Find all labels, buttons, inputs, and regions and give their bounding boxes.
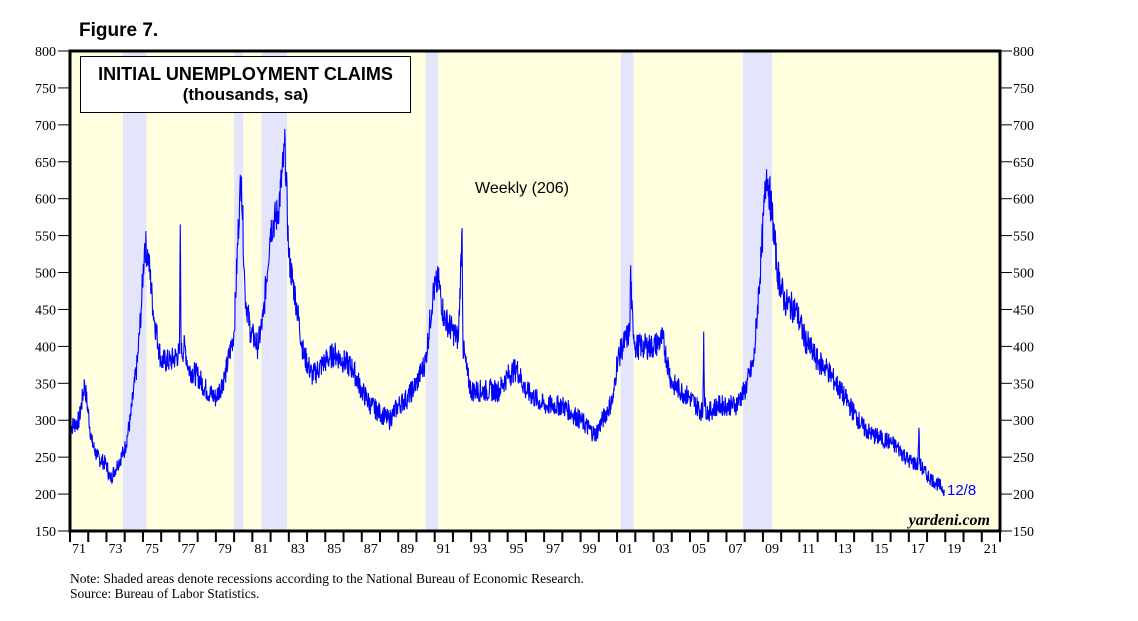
y-tick-label-left: 750 xyxy=(35,82,56,97)
y-tick-label-right: 500 xyxy=(1013,267,1034,282)
plot-frame xyxy=(68,49,1002,533)
y-tick-label-right: 700 xyxy=(1013,119,1034,134)
chart-title-box: INITIAL UNEMPLOYMENT CLAIMS (thousands, … xyxy=(80,56,411,113)
x-tick-label: 01 xyxy=(619,542,633,557)
x-tick-label: 89 xyxy=(400,542,414,557)
y-tick-label-right: 600 xyxy=(1013,193,1034,208)
x-tick-label: 85 xyxy=(327,542,341,557)
plot-background xyxy=(70,51,1000,531)
y-tick-label-left: 500 xyxy=(35,267,56,282)
y-tick-label-left: 300 xyxy=(35,414,56,429)
recession-band xyxy=(122,51,147,531)
recession-band xyxy=(620,51,634,531)
source-text: Source: Bureau of Labor Statistics. xyxy=(70,586,260,601)
x-tick-label: 95 xyxy=(510,542,524,557)
x-tick-label: 97 xyxy=(546,542,560,557)
y-tick-label-left: 400 xyxy=(35,340,56,355)
x-tick-label: 21 xyxy=(984,542,998,557)
x-tick-label: 17 xyxy=(911,542,925,557)
y-tick-label-right: 250 xyxy=(1013,451,1034,466)
notes: Note: Shaded areas denote recessions acc… xyxy=(70,571,584,601)
weekly-claims-line xyxy=(69,128,945,497)
y-tick-label-right: 650 xyxy=(1013,156,1034,171)
x-tick-label: 15 xyxy=(874,542,888,557)
y-tick-label-right: 750 xyxy=(1013,82,1034,97)
y-tick-label-right: 150 xyxy=(1013,525,1034,540)
x-tick-label: 87 xyxy=(364,542,378,557)
y-tick-label-right: 400 xyxy=(1013,340,1034,355)
x-tick-label: 91 xyxy=(437,542,451,557)
note-text: Note: Shaded areas denote recessions acc… xyxy=(70,571,584,586)
y-tick-label-right: 300 xyxy=(1013,414,1034,429)
x-tick-label: 19 xyxy=(947,542,961,557)
y-tick-label-right: 550 xyxy=(1013,230,1034,245)
x-tick-label: 11 xyxy=(802,542,815,557)
x-tick-label: 75 xyxy=(145,542,159,557)
y-tick-label-left: 550 xyxy=(35,230,56,245)
y-tick-label-left: 150 xyxy=(35,525,56,540)
x-tick-label: 03 xyxy=(656,542,670,557)
x-tick-label: 73 xyxy=(108,542,122,557)
x-tick-label: 93 xyxy=(473,542,487,557)
x-tick-label: 71 xyxy=(72,542,86,557)
y-tick-label-left: 450 xyxy=(35,303,56,318)
x-tick-label: 13 xyxy=(838,542,852,557)
x-tick-label: 77 xyxy=(181,542,195,557)
y-tick-label-left: 200 xyxy=(35,488,56,503)
x-tick-label: 79 xyxy=(218,542,232,557)
x-tick-label: 99 xyxy=(583,542,597,557)
chart-subtitle: (thousands, sa) xyxy=(182,85,309,104)
x-tick-label: 83 xyxy=(291,542,305,557)
recession-band xyxy=(425,51,439,531)
y-tick-label-right: 450 xyxy=(1013,303,1034,318)
watermark: yardeni.com xyxy=(907,512,990,529)
y-tick-label-right: 350 xyxy=(1013,377,1034,392)
y-tick-label-right: 800 xyxy=(1013,45,1034,60)
y-tick-label-left: 800 xyxy=(35,45,56,60)
y-tick-label-right: 200 xyxy=(1013,488,1034,503)
y-tick-label-left: 700 xyxy=(35,119,56,134)
y-tick-label-left: 250 xyxy=(35,451,56,466)
chart-title: INITIAL UNEMPLOYMENT CLAIMS xyxy=(98,64,393,84)
x-tick-label: 09 xyxy=(765,542,779,557)
y-tick-label-left: 650 xyxy=(35,156,56,171)
y-tick-label-left: 600 xyxy=(35,193,56,208)
y-tick-label-left: 350 xyxy=(35,377,56,392)
series-label: Weekly (206) xyxy=(475,180,569,197)
x-tick-label: 81 xyxy=(254,542,268,557)
end-date-label: 12/8 xyxy=(947,482,976,499)
x-tick-label: 07 xyxy=(728,542,742,557)
recession-band xyxy=(742,51,773,531)
recession-band xyxy=(234,51,244,531)
figure-label: Figure 7. xyxy=(79,20,159,41)
x-tick-label: 05 xyxy=(692,542,706,557)
